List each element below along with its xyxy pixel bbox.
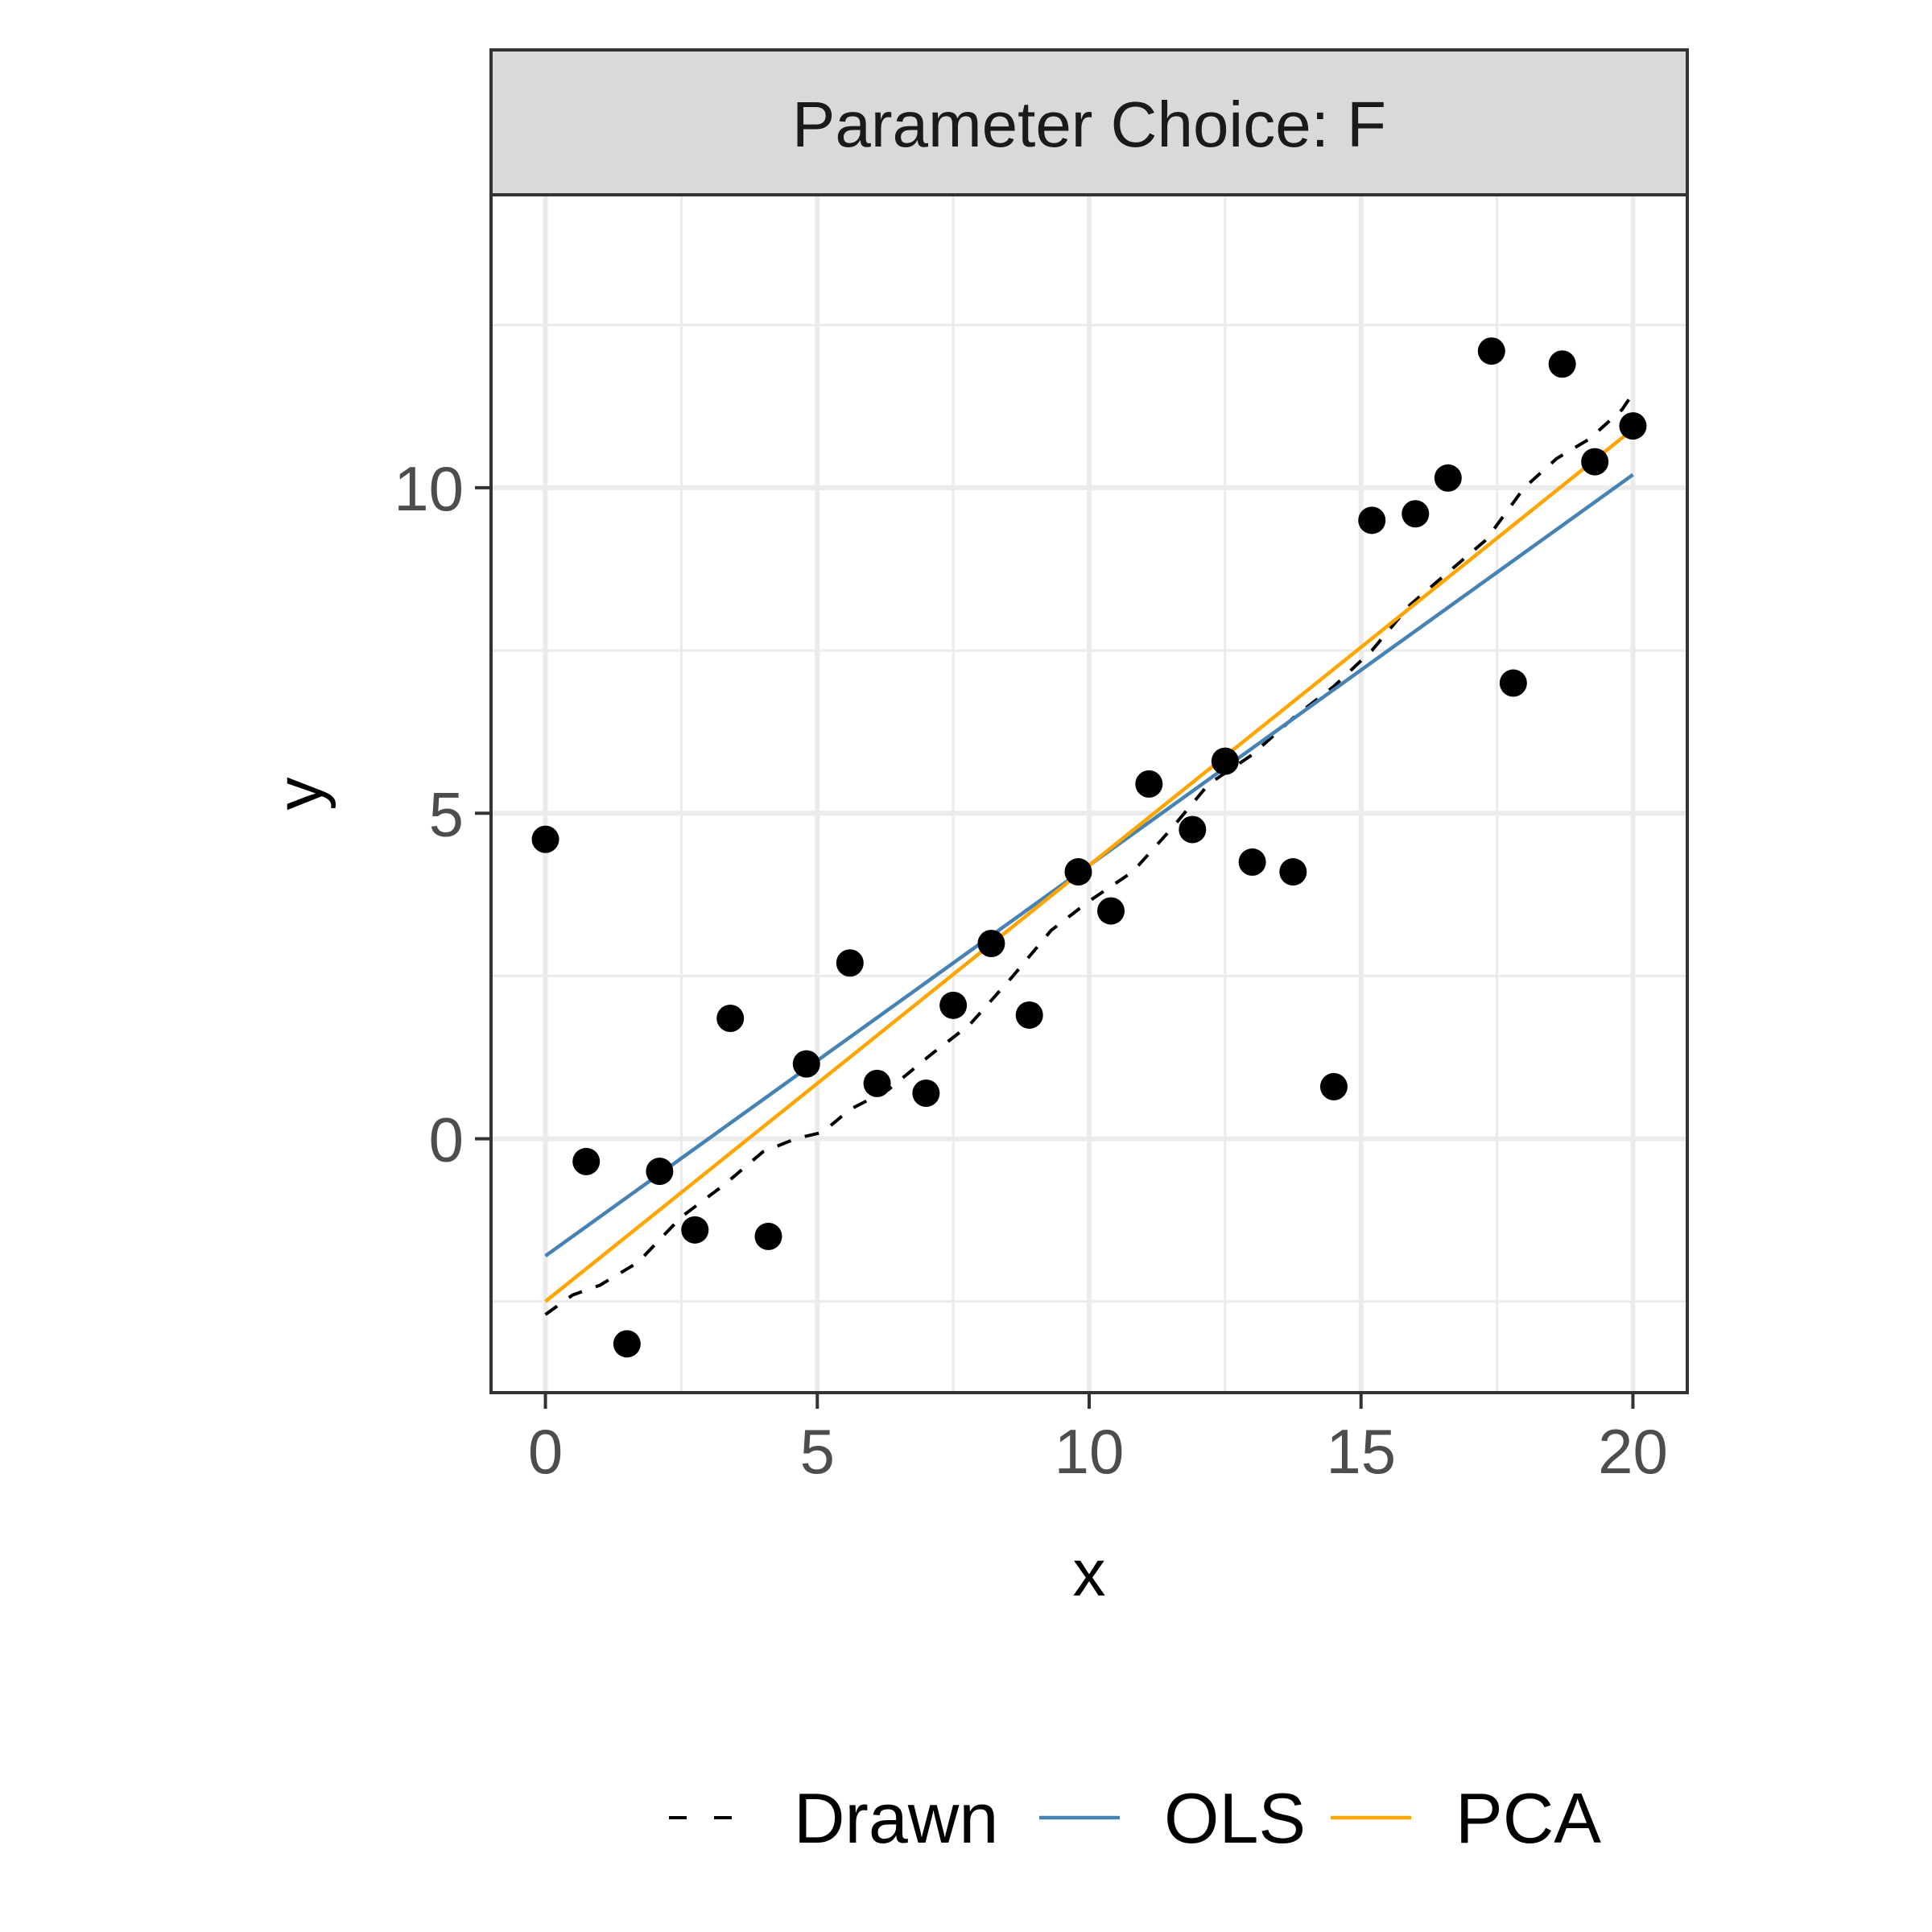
facet-strip-label: Parameter Choice: F [792,89,1386,160]
data-point [1477,337,1505,365]
data-point [1319,1072,1348,1100]
legend: Drawn OLS PCA [669,1778,1601,1858]
data-point [754,1222,782,1250]
y-tick-label: 5 [429,778,464,849]
x-tick-label: 0 [528,1416,563,1487]
x-tick-label: 20 [1598,1416,1668,1487]
data-point [912,1080,940,1107]
data-point [613,1330,641,1358]
x-axis: 0 5 10 15 20 [528,1393,1668,1487]
data-point [1499,669,1527,697]
x-tick-label: 10 [1055,1416,1125,1487]
data-point [716,1005,745,1032]
data-point [572,1147,601,1175]
data-point [1548,350,1576,378]
y-axis: 0 5 10 [394,453,491,1175]
data-point [1211,747,1239,775]
data-point [1015,1001,1043,1029]
y-tick-label: 10 [394,453,464,524]
x-axis-title: x [1073,1537,1106,1610]
data-point [1581,448,1609,476]
data-point [1179,815,1207,844]
data-point [531,825,559,853]
legend-label-drawn: Drawn [794,1778,998,1858]
data-point [1238,848,1266,876]
data-point [1619,412,1647,440]
data-point [863,1069,891,1097]
facet-strip [489,48,1689,196]
y-tick-label: 0 [429,1104,464,1175]
data-point [681,1216,709,1244]
legend-label-ols: OLS [1164,1778,1306,1858]
data-point [1135,770,1163,798]
data-point [1402,500,1430,528]
data-point [977,930,1005,957]
x-tick-label: 15 [1326,1416,1396,1487]
grid-major [491,195,1687,1393]
y-axis-title: y [263,778,336,811]
x-tick-label: 5 [800,1416,835,1487]
data-point [1279,858,1307,886]
data-point [1097,897,1125,925]
points-layer [531,337,1647,1358]
data-point [1358,506,1386,535]
legend-label-pca: PCA [1455,1778,1601,1858]
data-point [836,949,864,977]
data-point [1434,464,1462,492]
data-point [792,1050,820,1078]
data-point [1064,858,1092,886]
data-point [646,1158,674,1186]
data-point [939,991,968,1019]
